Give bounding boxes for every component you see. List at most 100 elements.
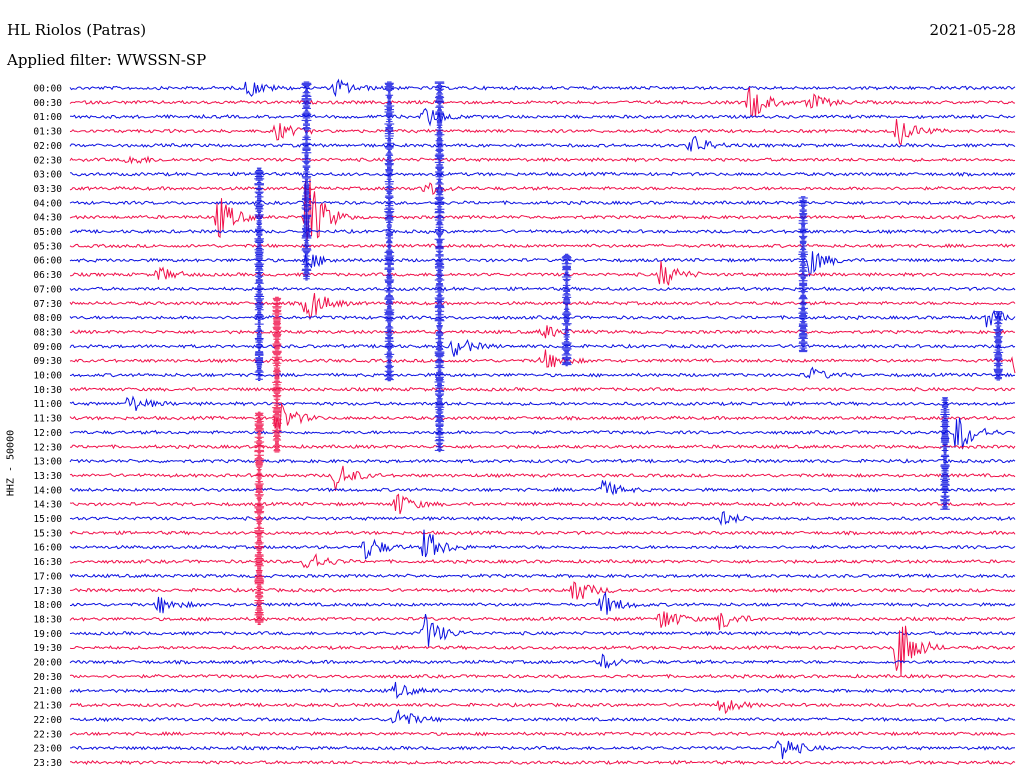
trace-2230 xyxy=(69,730,1016,737)
row-label: 05:30 xyxy=(33,241,62,252)
row-label: 01:30 xyxy=(33,127,62,138)
trace-1330 xyxy=(69,465,1016,491)
trace-2130 xyxy=(69,700,1016,715)
trace-1300 xyxy=(69,458,1016,464)
trace-0800 xyxy=(69,309,1016,328)
trace-0100 xyxy=(70,108,1016,127)
trace-1900 xyxy=(69,613,1016,647)
trace-0830 xyxy=(69,325,1016,339)
row-label: 23:30 xyxy=(33,758,62,769)
row-label: 22:30 xyxy=(33,729,62,740)
event-spike xyxy=(254,411,265,625)
row-label: 19:00 xyxy=(33,629,62,640)
trace-0730 xyxy=(69,293,1016,321)
trace-2200 xyxy=(69,709,1016,724)
row-label: 12:00 xyxy=(33,428,62,439)
event-spike xyxy=(940,397,950,510)
event-spike xyxy=(798,196,809,353)
trace-0300 xyxy=(69,171,1016,177)
row-label: 08:30 xyxy=(33,327,62,338)
row-label: 12:30 xyxy=(33,442,62,453)
trace-1630 xyxy=(69,553,1016,569)
trace-1500 xyxy=(69,510,1016,526)
event-spike xyxy=(272,296,282,453)
event-spike xyxy=(993,311,1004,381)
trace-1000 xyxy=(69,366,1016,379)
row-label: 08:00 xyxy=(33,313,62,324)
row-label: 18:30 xyxy=(33,614,62,625)
trace-0330 xyxy=(69,182,1016,195)
row-label: 17:30 xyxy=(33,586,62,597)
trace-1930 xyxy=(69,625,1016,676)
trace-1530 xyxy=(69,530,1016,536)
trace-1730 xyxy=(70,581,1016,600)
trace-0600 xyxy=(69,251,1016,277)
row-label: 04:30 xyxy=(33,213,62,224)
trace-1430 xyxy=(69,493,1016,515)
trace-0430 xyxy=(69,179,1016,241)
traces-group xyxy=(69,78,1016,766)
row-label: 19:30 xyxy=(33,643,62,654)
row-label: 21:30 xyxy=(33,701,62,712)
trace-1400 xyxy=(69,479,1016,496)
trace-2030 xyxy=(69,673,1016,679)
row-label: 00:00 xyxy=(33,84,62,95)
row-label: 15:30 xyxy=(33,528,62,539)
trace-2100 xyxy=(69,681,1016,700)
trace-2000 xyxy=(69,653,1016,669)
row-label: 20:30 xyxy=(33,672,62,683)
row-label: 06:30 xyxy=(33,270,62,281)
row-label: 03:30 xyxy=(33,184,62,195)
trace-1600 xyxy=(69,529,1016,560)
row-label: 10:00 xyxy=(33,371,62,382)
row-label: 16:30 xyxy=(33,557,62,568)
trace-1700 xyxy=(69,573,1016,579)
event-spike xyxy=(254,167,265,381)
trace-1030 xyxy=(69,386,1016,392)
row-label: 00:30 xyxy=(33,98,62,109)
trace-2300 xyxy=(70,740,1016,760)
row-label: 04:00 xyxy=(33,198,62,209)
trace-0230 xyxy=(69,155,1016,165)
row-label: 13:00 xyxy=(33,457,62,468)
trace-1200 xyxy=(69,417,1016,450)
row-label: 20:00 xyxy=(33,658,62,669)
event-spike xyxy=(301,81,312,281)
station-title: HL Riolos (Patras) xyxy=(7,21,147,39)
row-label: 09:30 xyxy=(33,356,62,367)
row-label: 22:00 xyxy=(33,715,62,726)
trace-0700 xyxy=(69,286,1016,292)
row-label: 15:00 xyxy=(33,514,62,525)
row-label: 02:30 xyxy=(33,155,62,166)
date-label: 2021-05-28 xyxy=(929,21,1016,39)
row-label: 11:30 xyxy=(33,414,62,425)
trace-0630 xyxy=(70,260,1016,286)
trace-1830 xyxy=(69,611,1016,631)
event-spike xyxy=(384,81,395,382)
event-spike xyxy=(561,253,572,367)
filter-label: Applied filter: WWSSN-SP xyxy=(7,51,207,69)
trace-0400 xyxy=(69,200,1016,206)
trace-0900 xyxy=(69,338,1016,357)
trace-0000 xyxy=(69,78,1016,98)
row-label: 07:00 xyxy=(33,284,62,295)
row-label: 06:00 xyxy=(33,256,62,267)
row-label: 02:00 xyxy=(33,141,62,152)
row-label: 03:00 xyxy=(33,170,62,181)
row-label: 10:30 xyxy=(33,385,62,396)
trace-0530 xyxy=(69,243,1016,249)
trace-1100 xyxy=(69,395,1016,411)
row-label: 23:00 xyxy=(33,744,62,755)
row-label: 07:30 xyxy=(33,299,62,310)
trace-1130 xyxy=(69,402,1016,430)
trace-0030 xyxy=(69,87,1016,118)
trace-0930 xyxy=(69,349,1016,374)
row-label: 21:00 xyxy=(33,686,62,697)
trace-2330 xyxy=(69,759,1016,766)
row-label: 09:00 xyxy=(33,342,62,353)
row-label: 18:00 xyxy=(33,600,62,611)
event-spike xyxy=(434,81,445,453)
row-label: 14:30 xyxy=(33,500,62,511)
trace-1230 xyxy=(70,443,1016,450)
